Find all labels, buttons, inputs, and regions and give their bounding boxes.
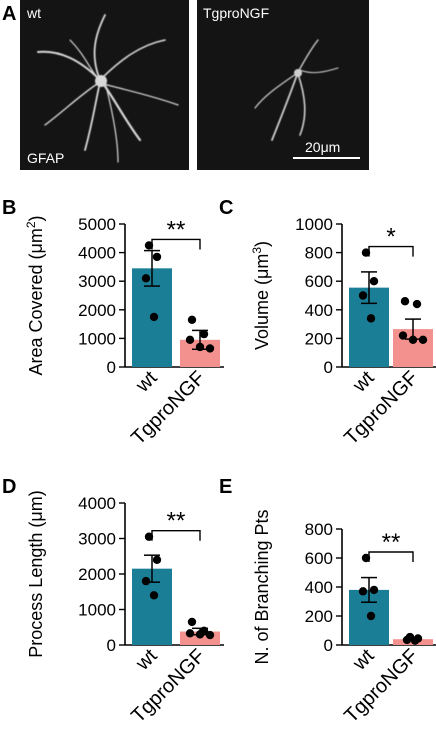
panel-b-label: B	[2, 197, 16, 219]
y-tick-label: 5000	[78, 215, 116, 234]
micrograph-tg-background	[197, 0, 369, 170]
data-point	[185, 335, 195, 345]
y-tick-label: 600	[305, 272, 333, 291]
data-point	[195, 630, 205, 639]
y-tick-label: 1000	[78, 329, 116, 348]
y-tick-label: 4000	[78, 244, 116, 263]
data-point	[366, 314, 376, 323]
data-point	[358, 291, 368, 300]
panel-d-label: D	[2, 476, 16, 498]
data-point	[152, 555, 162, 564]
data-point	[369, 585, 379, 595]
y-axis-label: N. of Branching Pts	[252, 509, 272, 664]
data-point	[400, 297, 410, 306]
astrocyte-tg	[254, 39, 339, 141]
significance-bracket	[368, 245, 414, 257]
panel-e-label: E	[219, 476, 232, 498]
x-category-label: wt	[131, 367, 162, 398]
data-point	[412, 299, 422, 309]
significance-label: **	[382, 529, 401, 556]
significance-bracket	[151, 238, 201, 250]
chart-b: B 0 1000 2000 3000 4000 5000 Area Covered (μm2)…	[2, 197, 224, 449]
y-tick-label: 2000	[78, 565, 116, 584]
y-tick-label: 2000	[78, 301, 116, 320]
data-point	[195, 342, 205, 352]
y-tick-label: 600	[305, 549, 333, 568]
y-tick-label: 3000	[78, 530, 116, 549]
y-tick-label: 800	[305, 244, 333, 263]
data-point	[366, 611, 376, 621]
y-tick-label: 200	[305, 607, 333, 626]
micrograph-tg: TgproNGF 20μm	[197, 0, 369, 170]
y-axis-label: Area Covered (μm2)	[24, 215, 46, 375]
significance-bracket	[151, 530, 201, 541]
y-tick-label: 0	[107, 636, 116, 655]
stain-label: GFAP	[27, 150, 64, 166]
astrocyte-wt	[37, 14, 179, 163]
y-tick-label: 800	[305, 520, 333, 539]
data-point	[149, 312, 159, 322]
data-point	[152, 252, 162, 262]
y-axis-label: Process Length (μm)	[26, 490, 46, 657]
data-point	[149, 591, 159, 600]
significance-label: *	[386, 224, 395, 251]
data-point	[187, 617, 197, 627]
y-tick-label: 0	[324, 358, 333, 377]
scale-bar-label: 20μm	[305, 139, 340, 155]
micrograph-wt: wt GFAP	[20, 0, 189, 170]
data-point	[205, 344, 215, 353]
y-tick-label: 1000	[78, 601, 116, 620]
y-tick-label: 3000	[78, 272, 116, 291]
data-point	[361, 248, 371, 257]
data-point	[141, 274, 151, 283]
significance-label: **	[167, 508, 186, 535]
panel-a-label: A	[2, 3, 16, 25]
data-point	[199, 329, 209, 339]
data-point	[398, 331, 408, 340]
data-point	[369, 277, 379, 286]
data-point	[408, 335, 418, 345]
micrograph-tg-title: TgproNGF	[203, 5, 269, 21]
micrograph-wt-title: wt	[26, 5, 41, 21]
data-point	[361, 553, 371, 563]
y-tick-label: 400	[305, 578, 333, 597]
x-category-label: wt	[348, 645, 379, 676]
y-tick-label: 1000	[295, 215, 333, 234]
y-tick-label: 400	[305, 301, 333, 320]
data-point	[358, 587, 368, 596]
data-point	[402, 635, 412, 645]
significance-label: **	[167, 216, 186, 243]
significance-bracket	[368, 551, 414, 562]
x-category-label: wt	[131, 645, 162, 676]
panel-c-label: C	[219, 197, 233, 219]
y-tick-label: 0	[107, 358, 116, 377]
data-point	[410, 636, 420, 645]
data-point	[144, 532, 154, 541]
x-category-label: wt	[348, 367, 379, 398]
y-tick-label: 4000	[78, 494, 116, 513]
y-tick-label: 0	[324, 636, 333, 655]
data-point	[185, 629, 195, 638]
data-point	[187, 315, 197, 325]
data-point	[141, 576, 151, 586]
data-point	[418, 335, 428, 345]
y-tick-label: 200	[305, 329, 333, 348]
y-axis-label: Volume (μm3)	[250, 241, 272, 350]
data-point	[144, 241, 154, 250]
data-point	[205, 630, 215, 640]
